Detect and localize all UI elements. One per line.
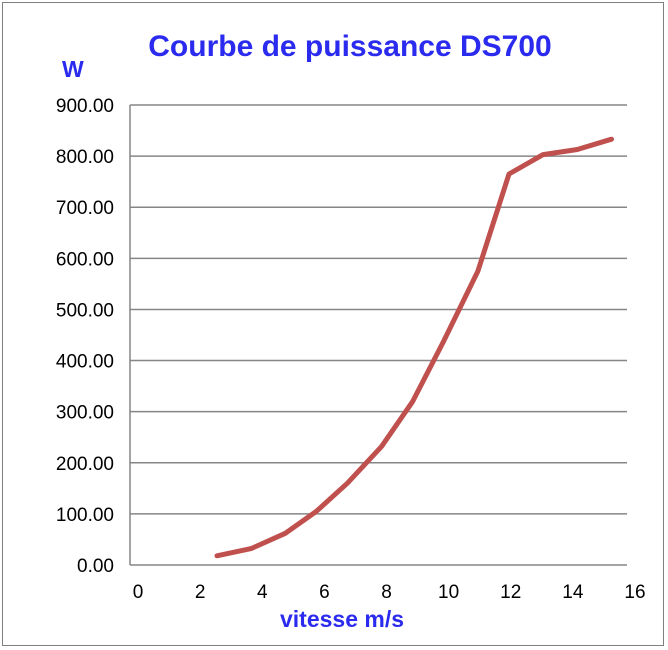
y-axis-label: W — [62, 56, 84, 82]
y-tick-label: 600.00 — [56, 249, 114, 270]
y-tick-label: 400.00 — [56, 352, 114, 373]
y-tick-label: 100.00 — [56, 505, 114, 526]
series-line-0 — [214, 136, 614, 559]
y-tick-label: 800.00 — [56, 147, 114, 168]
x-tick-label: 6 — [319, 582, 330, 603]
x-tick-label: 14 — [562, 582, 584, 603]
x-tick-label: 4 — [257, 582, 268, 603]
y-tick-label: 900.00 — [56, 96, 114, 117]
x-tick-label: 2 — [195, 582, 206, 603]
y-tick-label: 0.00 — [77, 556, 114, 577]
x-tick-label: 0 — [133, 582, 144, 603]
x-tick-label: 16 — [624, 582, 645, 603]
y-tick-label: 200.00 — [56, 454, 114, 475]
x-tick-label: 8 — [381, 582, 392, 603]
chart-title: Courbe de puissance DS700 — [148, 30, 552, 63]
x-axis-label: vitesse m/s — [280, 606, 405, 632]
y-tick-labels: 0.00 100.00 200.00 300.00 400.00 500.00 600.00… — [56, 96, 114, 577]
x-tick-label: 12 — [500, 582, 521, 603]
series-layer — [214, 136, 614, 559]
y-tick-label: 500.00 — [56, 300, 114, 321]
x-tick-labels: 0 2 4 6 8 10 12 14 16 — [133, 582, 646, 603]
y-tick-label: 300.00 — [56, 403, 114, 424]
y-tick-label: 700.00 — [56, 198, 114, 219]
grid-lines — [129, 104, 627, 566]
x-tick-label: 10 — [438, 582, 459, 603]
